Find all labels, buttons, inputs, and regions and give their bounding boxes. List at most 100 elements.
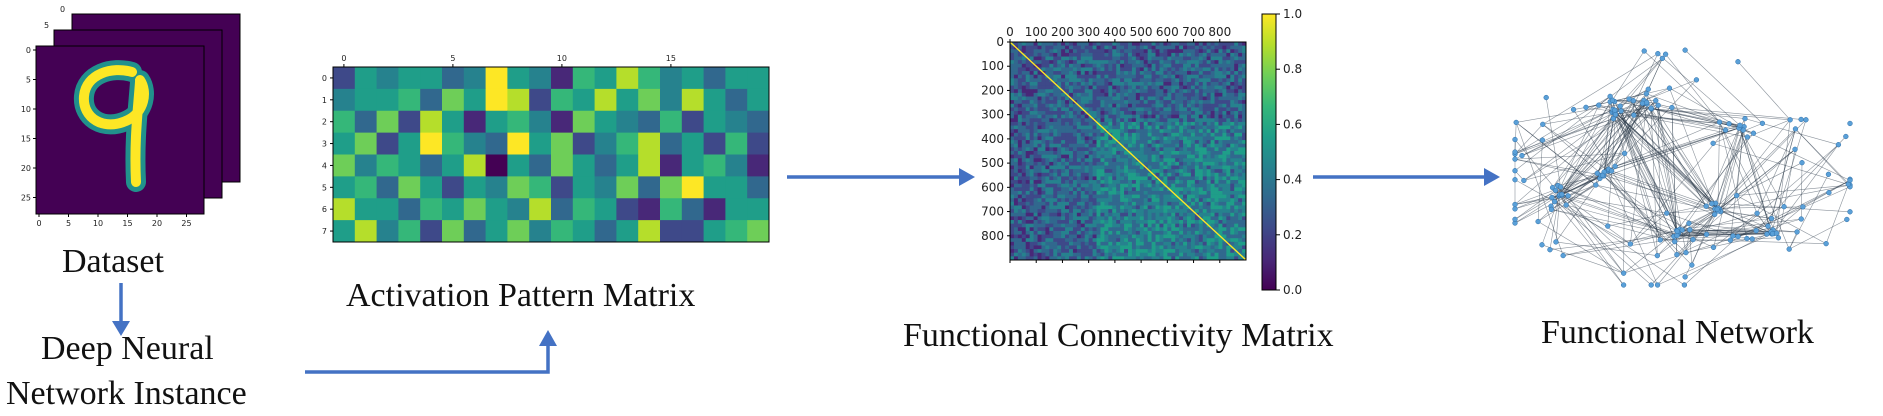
activation-cell bbox=[638, 132, 661, 155]
activation-cell bbox=[594, 110, 617, 134]
network-edges bbox=[1514, 49, 1851, 286]
network-node bbox=[1617, 103, 1623, 109]
network-node bbox=[1781, 204, 1787, 210]
activation-cell bbox=[420, 198, 443, 221]
network-node bbox=[1710, 244, 1717, 251]
activation-cell bbox=[572, 220, 595, 243]
activation-y-tick: 4 bbox=[322, 161, 327, 170]
activation-cell bbox=[703, 88, 726, 112]
network-node bbox=[1565, 193, 1571, 199]
network-node bbox=[1659, 55, 1666, 62]
activation-cell bbox=[660, 110, 683, 134]
activation-cell bbox=[507, 154, 530, 177]
activation-cell bbox=[485, 198, 508, 221]
network-node bbox=[1835, 142, 1842, 148]
activation-cell bbox=[485, 154, 508, 177]
network-node bbox=[1648, 282, 1654, 288]
activation-cell bbox=[681, 220, 704, 243]
activation-cell bbox=[376, 132, 399, 155]
activation-cell bbox=[507, 88, 530, 112]
network-node bbox=[1737, 122, 1743, 128]
network-node bbox=[1594, 170, 1600, 176]
activation-cell bbox=[507, 176, 530, 199]
activation-cell bbox=[572, 132, 595, 155]
network-node bbox=[1643, 91, 1650, 97]
network-node bbox=[1682, 47, 1688, 53]
dataset-x-tick: 5 bbox=[66, 219, 71, 228]
network-node bbox=[1765, 223, 1771, 229]
activation-cell bbox=[638, 88, 661, 112]
network-node bbox=[1599, 172, 1606, 179]
activation-cell bbox=[354, 154, 377, 177]
activation-cell bbox=[376, 176, 399, 199]
network-node bbox=[1608, 168, 1615, 174]
dataset-y-ticks: 0 5 10 15 20 25 bbox=[21, 46, 36, 203]
activation-cell bbox=[594, 198, 617, 221]
network-node bbox=[1609, 97, 1616, 103]
activation-y-tick: 5 bbox=[322, 183, 327, 192]
network-node bbox=[1687, 227, 1693, 233]
activation-cell bbox=[354, 88, 377, 112]
network-node bbox=[1759, 120, 1766, 127]
activation-cell bbox=[551, 67, 574, 90]
activation-cell bbox=[572, 176, 595, 199]
network-node bbox=[1610, 115, 1617, 122]
connectivity-y-tick: 100 bbox=[981, 59, 1004, 73]
activation-cell bbox=[594, 176, 617, 199]
activation-y-tick: 0 bbox=[322, 74, 327, 83]
dataset-x-tick: 10 bbox=[93, 219, 103, 228]
network-node bbox=[1512, 149, 1518, 155]
connectivity-diagonal bbox=[1010, 42, 1246, 260]
colorbar-ticks: 0.0 0.2 0.4 0.6 0.8 1.0 bbox=[1276, 7, 1302, 297]
activation-cell bbox=[333, 198, 356, 221]
activation-cell bbox=[681, 132, 704, 155]
network-node bbox=[1563, 202, 1569, 208]
connectivity-y-tick: 0 bbox=[996, 35, 1004, 49]
network-node bbox=[1726, 121, 1732, 127]
network-node bbox=[1775, 235, 1782, 241]
network-node bbox=[1843, 133, 1849, 140]
network-node bbox=[1539, 242, 1545, 248]
connectivity-y-tick: 700 bbox=[981, 205, 1004, 219]
network-node bbox=[1620, 282, 1627, 288]
activation-cell bbox=[398, 176, 421, 199]
dataset-y-tick: 15 bbox=[21, 135, 31, 144]
activation-cell bbox=[529, 220, 552, 243]
network-node bbox=[1512, 201, 1518, 208]
network-node bbox=[1666, 85, 1673, 91]
network-node bbox=[1744, 235, 1750, 242]
network-node bbox=[1674, 252, 1680, 258]
colorbar-tick: 0.2 bbox=[1283, 228, 1302, 242]
dataset-y-tick: 10 bbox=[21, 105, 31, 114]
network-node bbox=[1583, 104, 1589, 111]
network-node bbox=[1552, 187, 1559, 194]
network-node bbox=[1655, 51, 1661, 57]
network-node bbox=[1792, 126, 1799, 132]
activation-cell bbox=[442, 198, 465, 221]
network-node bbox=[1709, 201, 1715, 207]
network-node bbox=[1648, 105, 1654, 111]
activation-cell bbox=[616, 198, 639, 221]
dataset-x-tick: 25 bbox=[181, 219, 191, 228]
activation-cell bbox=[725, 198, 748, 221]
network-node bbox=[1689, 262, 1695, 268]
connectivity-matrix: 0 100 200 300 400 500 600 700 800 01002003004005… bbox=[981, 7, 1302, 297]
network-node bbox=[1714, 206, 1720, 212]
connectivity-x-tick: 100 bbox=[1025, 25, 1048, 39]
network-node bbox=[1618, 108, 1624, 114]
network-node bbox=[1631, 112, 1637, 118]
network-node bbox=[1735, 233, 1741, 240]
network-node bbox=[1768, 215, 1775, 222]
activation-cell bbox=[594, 220, 617, 243]
activation-cell bbox=[660, 198, 683, 221]
activation-cell bbox=[572, 88, 595, 112]
network-node bbox=[1679, 227, 1685, 233]
network-node bbox=[1669, 104, 1675, 111]
network-nodes bbox=[1512, 47, 1853, 288]
activation-cell bbox=[638, 67, 661, 90]
network-node bbox=[1612, 107, 1618, 113]
network-node bbox=[1641, 48, 1647, 54]
dataset-back-tick-1: 0 bbox=[60, 5, 65, 14]
network-node bbox=[1674, 232, 1680, 239]
